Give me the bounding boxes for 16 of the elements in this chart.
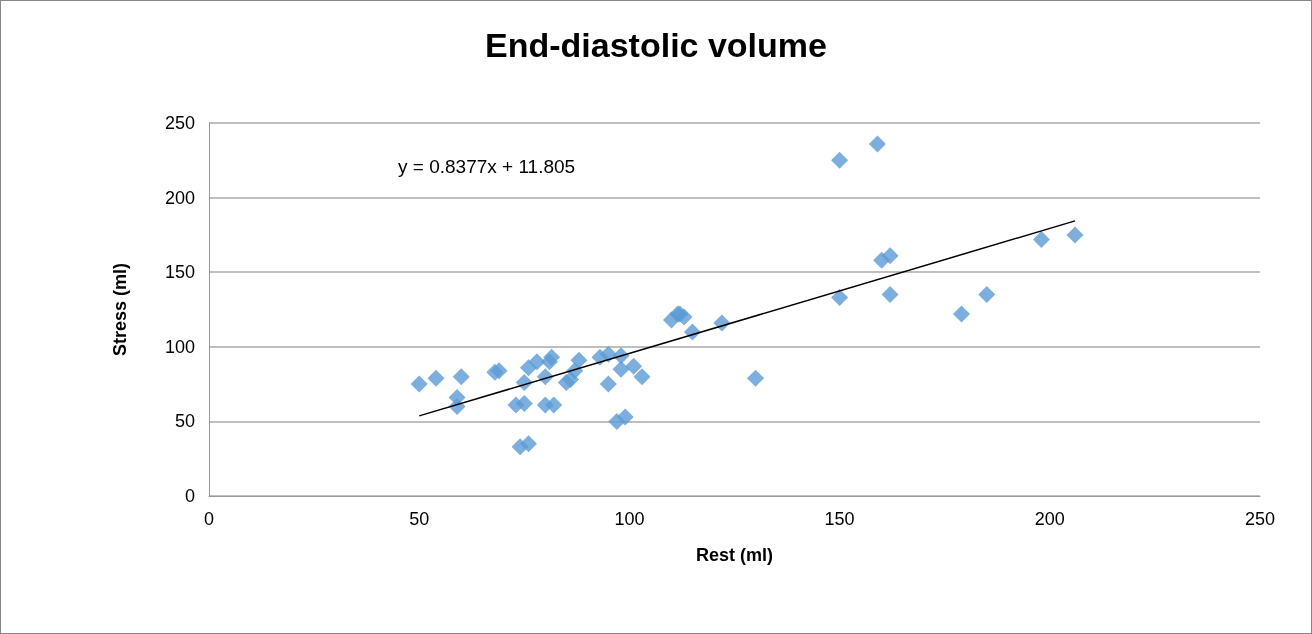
chart-title: End-diastolic volume bbox=[485, 26, 827, 64]
y-tick-label: 250 bbox=[164, 113, 195, 133]
x-tick-label: 150 bbox=[824, 509, 855, 529]
y-tick-label: 200 bbox=[164, 187, 195, 208]
x-tick-label: 0 bbox=[203, 509, 215, 529]
y-axis-title: Stress (ml) bbox=[110, 262, 130, 357]
x-axis-title: Rest (ml) bbox=[695, 545, 774, 565]
x-tick-label: 200 bbox=[1034, 509, 1065, 529]
y-tick-label: 100 bbox=[164, 336, 195, 357]
y-tick-label: 150 bbox=[164, 262, 195, 283]
x-tick-label: 100 bbox=[614, 509, 645, 529]
annotation: y = 0.8377x + 11.805 bbox=[398, 156, 576, 177]
y-tick-label: 0 bbox=[184, 486, 195, 506]
x-tick-label: 250 bbox=[1244, 509, 1276, 529]
x-tick-label: 50 bbox=[409, 509, 430, 529]
y-tick-label: 50 bbox=[174, 411, 195, 432]
